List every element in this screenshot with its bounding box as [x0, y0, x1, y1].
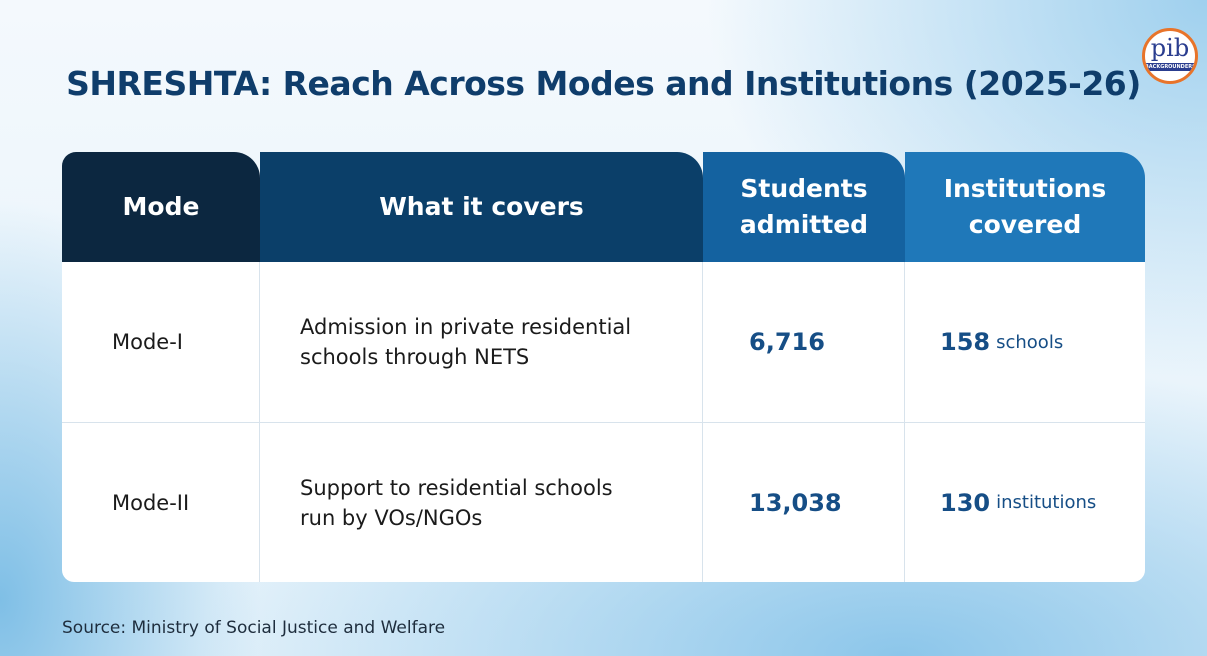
logo-subtext: BACKGROUNDERS: [1145, 63, 1196, 71]
table-body: Mode-I Admission in private residential …: [62, 262, 1145, 582]
institutions-cell: 130 institutions: [905, 423, 1145, 582]
header-cell: What it covers: [260, 152, 703, 262]
covers-cell: Support to residential schools run by VO…: [260, 423, 703, 582]
source: Source: Ministry of Social Justice and W…: [62, 618, 446, 638]
header-cell: Students admitted: [703, 152, 905, 262]
institutions-unit: schools: [996, 331, 1064, 353]
header-cell: Mode: [62, 152, 260, 262]
institutions-cell: 158 schools: [905, 262, 1145, 422]
mode-cell: Mode-I: [62, 262, 260, 422]
logo: pib BACKGROUNDERS: [1142, 28, 1198, 84]
institutions-count: 158: [940, 328, 991, 356]
students-cell: 6,716: [703, 262, 905, 422]
row-divider: [62, 422, 1145, 423]
covers-cell: Admission in private residential schools…: [260, 262, 703, 422]
institutions-unit: institutions: [996, 492, 1097, 513]
students-cell: 13,038: [703, 423, 905, 582]
table: Mode What it covers Students admitted In…: [62, 152, 1145, 582]
logo-text: pib: [1150, 34, 1190, 62]
title: SHRESHTA: Reach Across Modes and Institu…: [66, 64, 1141, 103]
header-cell: Institutions covered: [905, 152, 1145, 262]
institutions-count: 130: [940, 488, 991, 517]
mode-cell: Mode-II: [62, 423, 260, 582]
